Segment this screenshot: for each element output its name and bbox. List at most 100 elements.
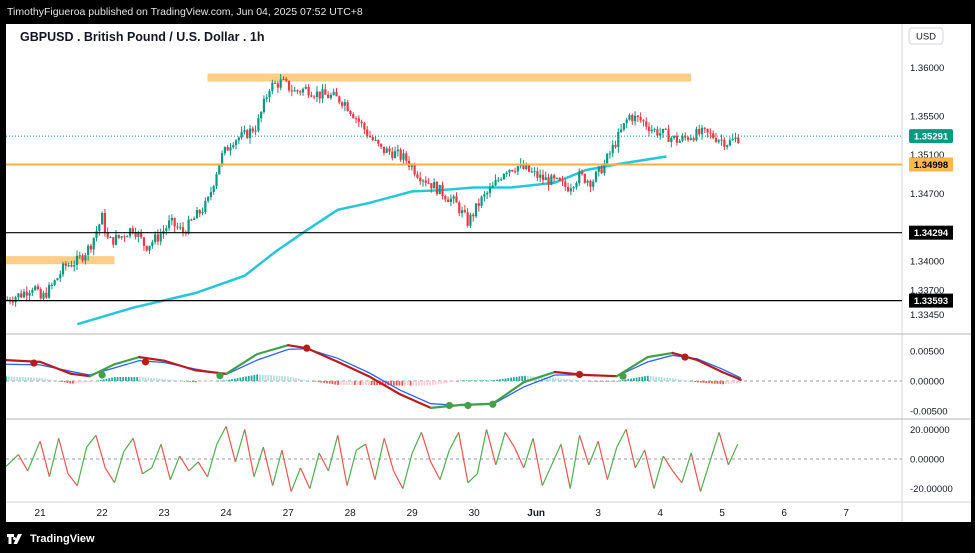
price-tick-label: 1.34700 [910,189,944,200]
macd-histogram-bar [119,377,122,381]
macd-histogram-bar [646,375,649,381]
candle-body [276,83,280,88]
macd-histogram-bar [189,380,192,382]
oscillator-line-segment [299,467,311,489]
macd-line-segment [584,373,618,378]
macd-histogram-bar [97,380,99,382]
macd-cross-marker [30,359,38,367]
macd-histogram-bar [10,376,13,381]
macd-histogram-bar [487,380,490,381]
candle-body [494,180,497,186]
oscillator-line-segment [160,444,171,480]
macd-histogram-bar [655,376,658,381]
macd-histogram-bar [529,376,532,381]
candle-body [664,128,667,130]
candle-body [218,163,221,175]
macd-histogram-bar [398,380,401,386]
candle-body [117,234,120,238]
candle-body [315,91,319,97]
oscillator-line-segment [272,449,283,486]
candles-group [6,74,740,307]
oscillator-line-segment [383,438,395,472]
candle-body [513,171,517,173]
candle-body [684,136,687,138]
macd-histogram-bar [150,377,152,381]
candle-body [502,173,506,180]
macd-histogram-bar [74,380,77,384]
macd-histogram-bar [722,380,725,385]
macd-histogram-bar [272,375,275,381]
macd-histogram-bar [183,380,186,382]
macd-histogram-bar [624,379,627,381]
macd-histogram-bar [127,377,130,381]
candle-body [39,289,42,299]
candle-body [190,219,193,221]
macd-histogram-bar [175,380,178,381]
macd-histogram-bar [186,380,189,382]
candle-body [98,224,101,232]
macd-histogram-bar [303,379,306,381]
macd-histogram-bar [554,377,557,381]
level-price-tag [909,157,953,172]
brand-name: TradingView [30,533,95,545]
macd-histogram-bar [27,377,30,381]
macd-histogram-bar [139,377,141,381]
candle-body [321,89,324,99]
candle-body [268,91,271,98]
candle-body [271,82,274,92]
candle-body [159,233,162,242]
candle-body [95,231,98,238]
candle-body [388,148,391,152]
candle-body [67,265,70,267]
macd-histogram-bar [524,375,526,381]
macd-histogram-bar [621,379,624,381]
candle-body [274,82,277,84]
candle-body [207,197,210,201]
macd-histogram-bar [133,377,136,381]
macd-histogram-bar [493,380,496,381]
oscillator-line-segment [690,452,702,492]
candle-body [84,255,87,261]
candle-body [396,149,399,152]
candle-body [477,203,480,206]
macd-histogram-bar [66,380,69,383]
candle-body [424,180,427,183]
footer-bar: TradingView [0,526,975,553]
macd-histogram-bar [63,380,66,383]
candle-body [622,123,625,130]
candle-body [541,174,545,181]
macd-histogram-bar [638,377,641,381]
oscillator-line-segment [17,454,29,472]
candle-body [606,153,609,164]
candle-body [488,187,492,193]
macd-histogram-bar [577,380,579,381]
time-tick-label: 6 [781,508,787,519]
macd-histogram-bar [286,376,289,381]
tradingview-logo-icon [7,534,22,544]
candle-body [299,91,302,93]
oscillator-line-segment [197,461,209,478]
macd-cross-marker [141,358,150,366]
macd-histogram-bar [697,380,699,383]
macd-histogram-bar [485,380,487,381]
macd-line-segment [88,363,116,378]
macd-histogram-bar [41,378,44,381]
macd-histogram-bar [593,380,596,382]
candle-body [530,171,533,173]
candle-body [59,274,62,279]
macd-histogram-bar [613,380,616,382]
chart-canvas[interactable]: GBPUSD . British Pound / U.S. Dollar . 1… [6,24,971,522]
macd-histogram-bar [557,378,560,381]
macd-histogram-bar [658,376,660,381]
level-price-label: 1.33593 [914,296,948,307]
time-tick-label: Jun [527,508,545,519]
macd-histogram-bar [339,380,342,385]
candle-body [603,163,606,174]
macd-histogram-bar [409,380,412,386]
candle-body [670,137,673,142]
candle-body [580,171,584,175]
macd-histogram-bar [476,380,479,381]
macd-tick-label: 0.00000 [910,376,944,387]
macd-histogram-bar [473,380,476,381]
macd-histogram-bar [630,378,632,381]
